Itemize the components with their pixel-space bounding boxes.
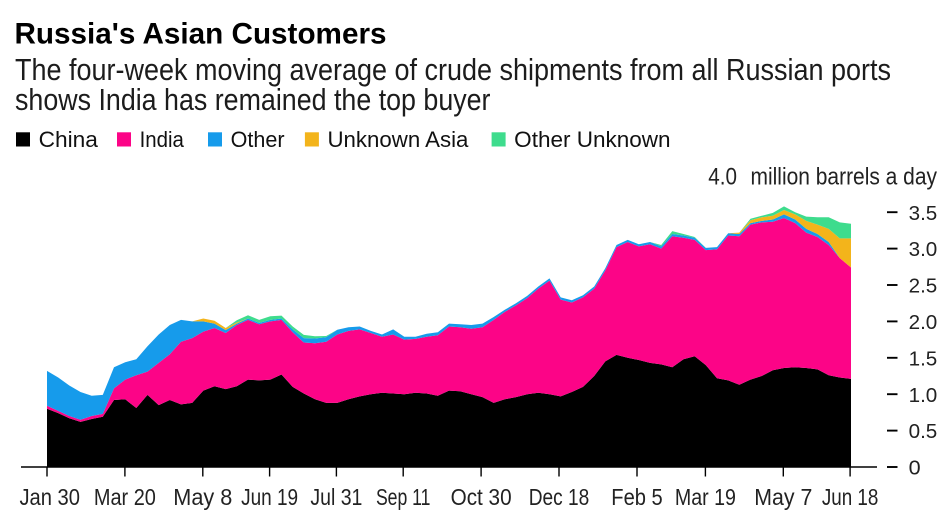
svg-text:Oct 30: Oct 30 <box>451 484 512 510</box>
svg-text:Unknown Asia: Unknown Asia <box>328 127 469 152</box>
svg-text:4.0: 4.0 <box>708 165 737 191</box>
svg-text:2.0: 2.0 <box>909 312 938 334</box>
svg-text:2.5: 2.5 <box>909 276 938 298</box>
svg-text:1.5: 1.5 <box>909 348 938 370</box>
svg-text:0.5: 0.5 <box>909 421 938 443</box>
svg-text:Jun 19: Jun 19 <box>241 484 298 510</box>
svg-text:3.5: 3.5 <box>909 203 938 225</box>
svg-text:Mar 19: Mar 19 <box>675 484 736 510</box>
svg-text:0: 0 <box>909 458 921 480</box>
svg-text:Jul 31: Jul 31 <box>310 484 362 510</box>
svg-text:Dec 18: Dec 18 <box>529 484 590 510</box>
svg-text:Jan 30: Jan 30 <box>19 484 80 510</box>
svg-text:1.0: 1.0 <box>909 385 938 407</box>
svg-text:India: India <box>140 127 185 152</box>
svg-text:The four-week moving average o: The four-week moving average of crude sh… <box>15 52 891 87</box>
svg-text:May 7: May 7 <box>754 484 812 510</box>
svg-text:million barrels a day: million barrels a day <box>751 165 938 191</box>
svg-text:Sep 11: Sep 11 <box>376 484 431 510</box>
svg-text:3.0: 3.0 <box>909 239 938 261</box>
svg-text:China: China <box>39 127 99 152</box>
svg-text:Jun 18: Jun 18 <box>822 484 879 510</box>
svg-text:Mar 20: Mar 20 <box>94 484 156 510</box>
svg-text:May 8: May 8 <box>173 484 232 510</box>
svg-text:Russia's Asian Customers: Russia's Asian Customers <box>15 18 387 51</box>
svg-text:shows India has remained the t: shows India has remained the top buyer <box>15 82 491 117</box>
svg-text:Feb 5: Feb 5 <box>611 484 662 510</box>
svg-text:Other: Other <box>231 127 285 152</box>
svg-text:Other Unknown: Other Unknown <box>514 127 670 152</box>
